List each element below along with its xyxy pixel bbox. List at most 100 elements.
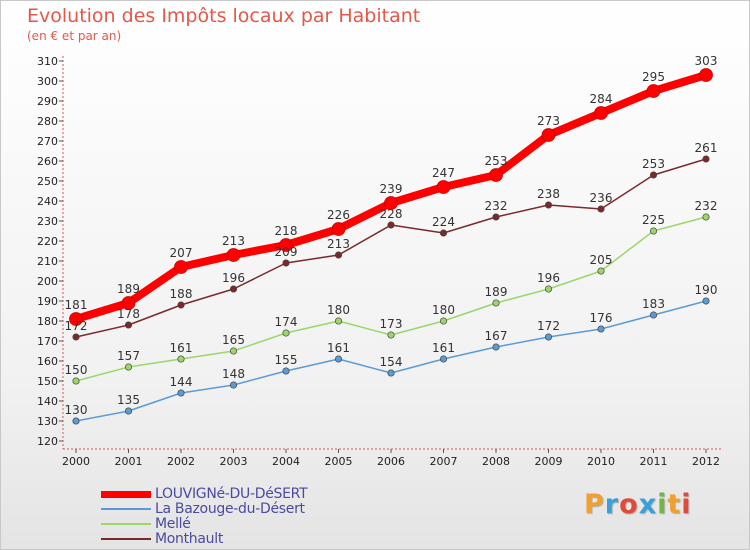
y-tick-label: 170	[37, 335, 58, 348]
series-layer	[69, 68, 713, 425]
data-point	[489, 168, 503, 182]
legend-swatch	[101, 491, 151, 498]
y-tick-label: 150	[37, 375, 58, 388]
data-label: 135	[117, 393, 140, 407]
data-point	[229, 381, 238, 389]
y-tick-label: 120	[37, 435, 58, 448]
data-point	[334, 355, 343, 363]
y-tick-label: 140	[37, 395, 58, 408]
chart-title: Evolution des Impôts locaux par Habitant	[27, 5, 421, 27]
y-tick-label: 250	[37, 175, 58, 188]
data-label: 180	[432, 303, 455, 317]
legend-swatch	[101, 508, 151, 510]
data-point	[649, 171, 658, 179]
logo-letter: i	[681, 489, 692, 520]
value-labels-layer: 130 135 144 148 155 161 154 161 167 172 176 183 190 1…	[65, 54, 718, 417]
data-point	[646, 84, 661, 98]
logo-letter: r	[604, 489, 620, 520]
data-point	[544, 285, 553, 293]
x-tick-label: 2009	[535, 455, 563, 468]
y-tick-label: 240	[37, 195, 58, 208]
data-point	[384, 196, 398, 210]
logo-letter: x	[638, 489, 658, 520]
data-label: 183	[642, 297, 665, 311]
data-label: 213	[222, 234, 245, 248]
data-label: 213	[327, 237, 350, 251]
y-tick-label: 230	[37, 215, 58, 228]
y-tick-label: 130	[37, 415, 58, 428]
data-label: 247	[432, 166, 455, 180]
data-label: 161	[432, 341, 455, 355]
y-tick-label: 290	[37, 95, 58, 108]
legend-swatch	[101, 523, 151, 525]
y-tick-label: 180	[37, 315, 58, 328]
data-label: 273	[537, 114, 560, 128]
data-point	[597, 325, 605, 333]
chart-axes: 120 130 140 150 160 170 180 190 200 210 220 230 240 2…	[37, 55, 721, 468]
data-point	[69, 312, 83, 326]
x-tick-label: 2010	[587, 455, 615, 468]
logo-letter: t	[667, 489, 682, 520]
y-tick-label: 260	[37, 155, 58, 168]
data-point	[387, 369, 395, 377]
y-tick-label: 310	[37, 55, 58, 68]
data-label: 154	[380, 355, 403, 369]
data-point	[702, 213, 710, 221]
data-label: 226	[327, 208, 350, 222]
data-label: 144	[170, 375, 193, 389]
data-label: 155	[275, 353, 298, 367]
data-label: 239	[380, 182, 403, 196]
data-label: 253	[642, 157, 665, 171]
data-label: 205	[590, 253, 613, 267]
data-label: 225	[642, 213, 665, 227]
data-label: 173	[380, 317, 403, 331]
data-point	[279, 238, 293, 252]
logo-letter: o	[619, 489, 639, 520]
x-tick-label: 2012	[692, 455, 720, 468]
x-tick-label: 2002	[167, 455, 195, 468]
legend-label: La Bazouge-du-Désert	[155, 501, 305, 517]
data-point	[334, 317, 343, 325]
data-label: 181	[65, 298, 88, 312]
data-label: 196	[537, 271, 560, 285]
data-label: 253	[485, 154, 508, 168]
x-tick-label: 2001	[115, 455, 143, 468]
legend-label: Monthault	[155, 531, 224, 547]
data-point	[331, 222, 346, 236]
x-tick-label: 2005	[325, 455, 353, 468]
data-label: 180	[327, 303, 350, 317]
data-label: 161	[170, 341, 193, 355]
data-point	[282, 329, 290, 337]
y-tick-label: 160	[37, 355, 58, 368]
proxiti-logo: Proxiti	[584, 489, 692, 520]
chart-subtitle: (en € et par an)	[27, 29, 122, 43]
x-tick-label: 2008	[482, 455, 510, 468]
y-tick-label: 280	[37, 115, 58, 128]
data-point	[544, 201, 553, 209]
data-point	[229, 347, 238, 355]
data-label: 150	[65, 363, 88, 377]
y-tick-label: 220	[37, 235, 58, 248]
data-label: 157	[117, 349, 140, 363]
data-label: 209	[275, 245, 298, 259]
data-label: 196	[222, 271, 245, 285]
data-label: 174	[275, 315, 298, 329]
y-tick-label: 300	[37, 75, 58, 88]
data-point	[439, 317, 448, 325]
data-label: 236	[590, 191, 613, 205]
data-point	[439, 355, 448, 363]
data-point	[72, 333, 80, 341]
data-point	[387, 331, 395, 339]
data-point	[177, 389, 185, 397]
data-label: 232	[695, 199, 718, 213]
legend-label: Mellé	[155, 516, 191, 532]
x-tick-label: 2000	[62, 455, 90, 468]
y-tick-label: 200	[37, 275, 58, 288]
data-point	[594, 106, 608, 120]
data-label: 172	[65, 319, 88, 333]
logo-letter: P	[584, 489, 605, 520]
data-label: 161	[327, 341, 350, 355]
data-label: 148	[222, 367, 245, 381]
